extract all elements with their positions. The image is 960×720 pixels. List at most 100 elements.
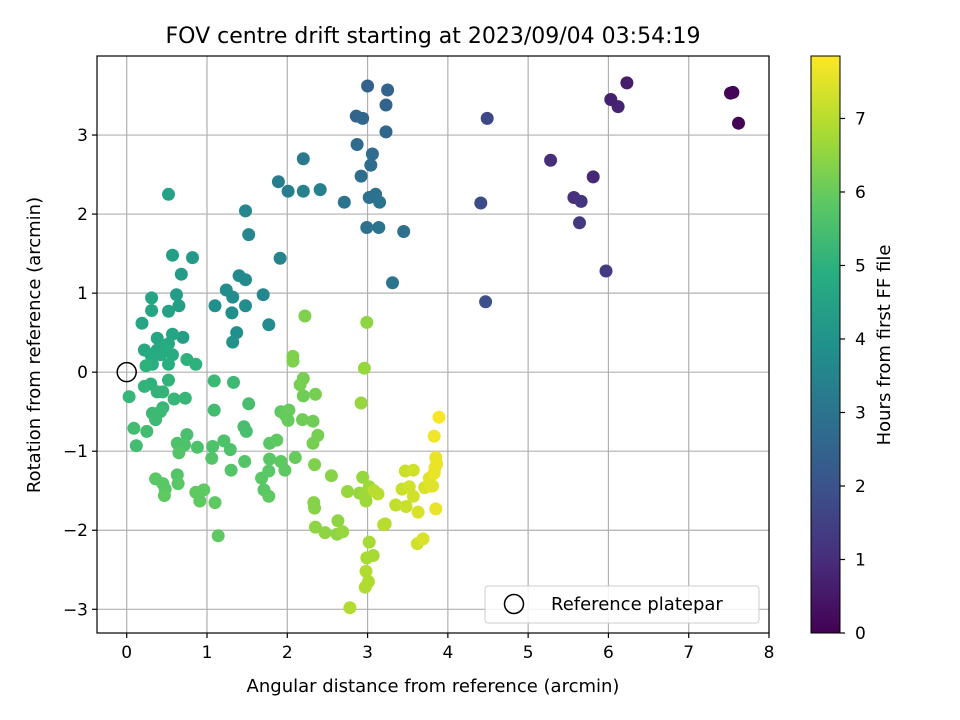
- data-point: [406, 463, 420, 477]
- data-point: [211, 529, 225, 543]
- data-point: [366, 549, 380, 562]
- colorbar-tick-label: 4: [855, 330, 866, 350]
- data-point: [360, 221, 374, 234]
- data-point: [308, 520, 322, 534]
- data-point: [331, 514, 345, 528]
- x-tick-label: 0: [121, 643, 132, 663]
- data-point: [411, 505, 425, 519]
- colorbar-tick-label: 1: [855, 550, 866, 570]
- data-point: [207, 403, 221, 417]
- colorbar: 0 1 2 3 4 5 6 7 Hours from first FF file: [810, 55, 895, 644]
- data-point: [620, 76, 634, 90]
- y-axis-label: Rotation from reference (arcmin): [24, 197, 45, 493]
- data-point: [208, 299, 222, 313]
- data-point: [343, 601, 357, 615]
- data-point: [167, 392, 181, 406]
- x-tick-label: 6: [603, 643, 614, 663]
- data-point: [298, 309, 312, 323]
- data-point: [227, 375, 240, 389]
- data-point: [180, 428, 194, 442]
- data-point: [239, 299, 252, 313]
- data-point: [242, 228, 256, 242]
- data-point: [122, 390, 136, 404]
- data-point: [256, 288, 270, 302]
- data-point: [162, 373, 175, 387]
- data-point: [207, 374, 221, 388]
- x-tick-label: 7: [683, 643, 694, 663]
- data-point: [286, 349, 300, 363]
- data-point: [416, 532, 430, 546]
- data-point: [381, 83, 395, 97]
- colorbar-tick-label: 0: [855, 624, 866, 644]
- data-point: [281, 413, 295, 427]
- x-tick-label: 3: [362, 643, 373, 663]
- data-point: [724, 86, 737, 100]
- data-point: [238, 455, 252, 468]
- data-point: [225, 306, 239, 320]
- data-point: [206, 440, 220, 453]
- data-point: [574, 194, 588, 208]
- data-point: [296, 184, 310, 198]
- data-point: [324, 469, 338, 483]
- data-point: [262, 464, 276, 478]
- data-point: [318, 526, 332, 540]
- data-point: [373, 195, 387, 209]
- data-point: [356, 470, 370, 484]
- data-point: [354, 169, 368, 183]
- data-point: [262, 489, 276, 503]
- data-point: [239, 424, 253, 438]
- data-point: [139, 359, 153, 373]
- data-point: [336, 525, 350, 539]
- x-tick-label: 2: [282, 643, 293, 663]
- data-point: [239, 273, 252, 287]
- data-point: [162, 304, 175, 318]
- data-point: [544, 153, 558, 167]
- data-point: [379, 98, 393, 112]
- y-axis: −3 −2 −1 0 1 2 3: [63, 126, 97, 620]
- colorbar-tick-label: 7: [855, 109, 866, 129]
- data-point: [354, 396, 368, 410]
- reference-platepar-marker: [116, 361, 137, 383]
- y-tick-label: −1: [63, 442, 88, 462]
- legend-reference-label: Reference platepar: [551, 594, 723, 615]
- y-tick-label: 0: [77, 363, 88, 383]
- data-point: [262, 318, 276, 332]
- data-point: [263, 452, 277, 466]
- data-point: [358, 580, 372, 594]
- data-point: [365, 147, 379, 161]
- data-point: [193, 494, 207, 508]
- y-tick-label: 1: [77, 284, 88, 304]
- data-point: [474, 196, 488, 210]
- data-point: [611, 100, 625, 114]
- data-point: [224, 463, 238, 477]
- data-point: [170, 288, 183, 302]
- y-tick-label: 3: [77, 126, 88, 146]
- data-point: [361, 79, 375, 93]
- data-point: [479, 295, 493, 309]
- data-point: [296, 152, 310, 166]
- y-tick-label: −3: [63, 600, 88, 620]
- colorbar-tick-label: 3: [855, 403, 866, 423]
- data-point: [197, 483, 211, 497]
- data-point: [166, 248, 179, 262]
- data-point: [296, 389, 310, 403]
- data-point: [480, 111, 494, 125]
- data-point: [157, 489, 171, 502]
- data-point: [178, 391, 192, 405]
- data-point: [135, 316, 149, 330]
- data-point: [308, 458, 322, 472]
- data-point: [273, 251, 287, 265]
- grid-lines: [97, 56, 770, 633]
- data-point: [359, 494, 373, 508]
- data-point: [153, 348, 167, 362]
- data-point: [186, 251, 199, 265]
- data-point: [172, 299, 186, 313]
- legend-reference-marker: [503, 593, 525, 615]
- data-point: [171, 477, 185, 491]
- data-point: [360, 315, 374, 329]
- data-point: [367, 484, 381, 498]
- data-point: [306, 436, 320, 450]
- data-point: [140, 424, 154, 438]
- data-point: [362, 535, 376, 549]
- data-point: [271, 175, 285, 189]
